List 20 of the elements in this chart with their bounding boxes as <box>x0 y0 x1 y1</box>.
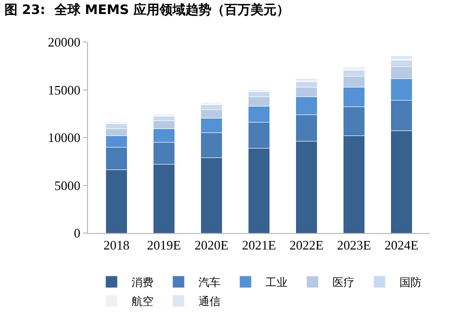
legend-label: 医疗 <box>332 276 354 290</box>
chart-title: 图 23: 全球 MEMS 应用领域趋势（百万美元） <box>4 2 290 18</box>
legend-label: 消费 <box>132 276 154 290</box>
x-tick-label: 2021E <box>242 238 276 253</box>
y-tick-label: 15000 <box>48 82 80 98</box>
y-tick-label: 5000 <box>54 178 80 193</box>
legend-label: 工业 <box>266 276 288 290</box>
legend-label: 通信 <box>198 295 220 308</box>
x-tick-label: 2023E <box>337 238 372 253</box>
y-tick-label: 0 <box>74 226 80 241</box>
legend-label: 国防 <box>400 276 422 290</box>
x-tick-label: 2022E <box>290 238 324 253</box>
x-tick-label: 2018 <box>104 238 130 253</box>
x-tick-label: 2024E <box>384 238 419 253</box>
x-tick-label: 2019E <box>147 238 182 253</box>
x-tick-label: 2020E <box>194 238 229 253</box>
legend-label: 汽车 <box>198 276 220 290</box>
y-tick-label: 10000 <box>48 130 80 146</box>
legend-label: 航空 <box>132 295 154 308</box>
y-tick-label: 20000 <box>48 34 80 50</box>
